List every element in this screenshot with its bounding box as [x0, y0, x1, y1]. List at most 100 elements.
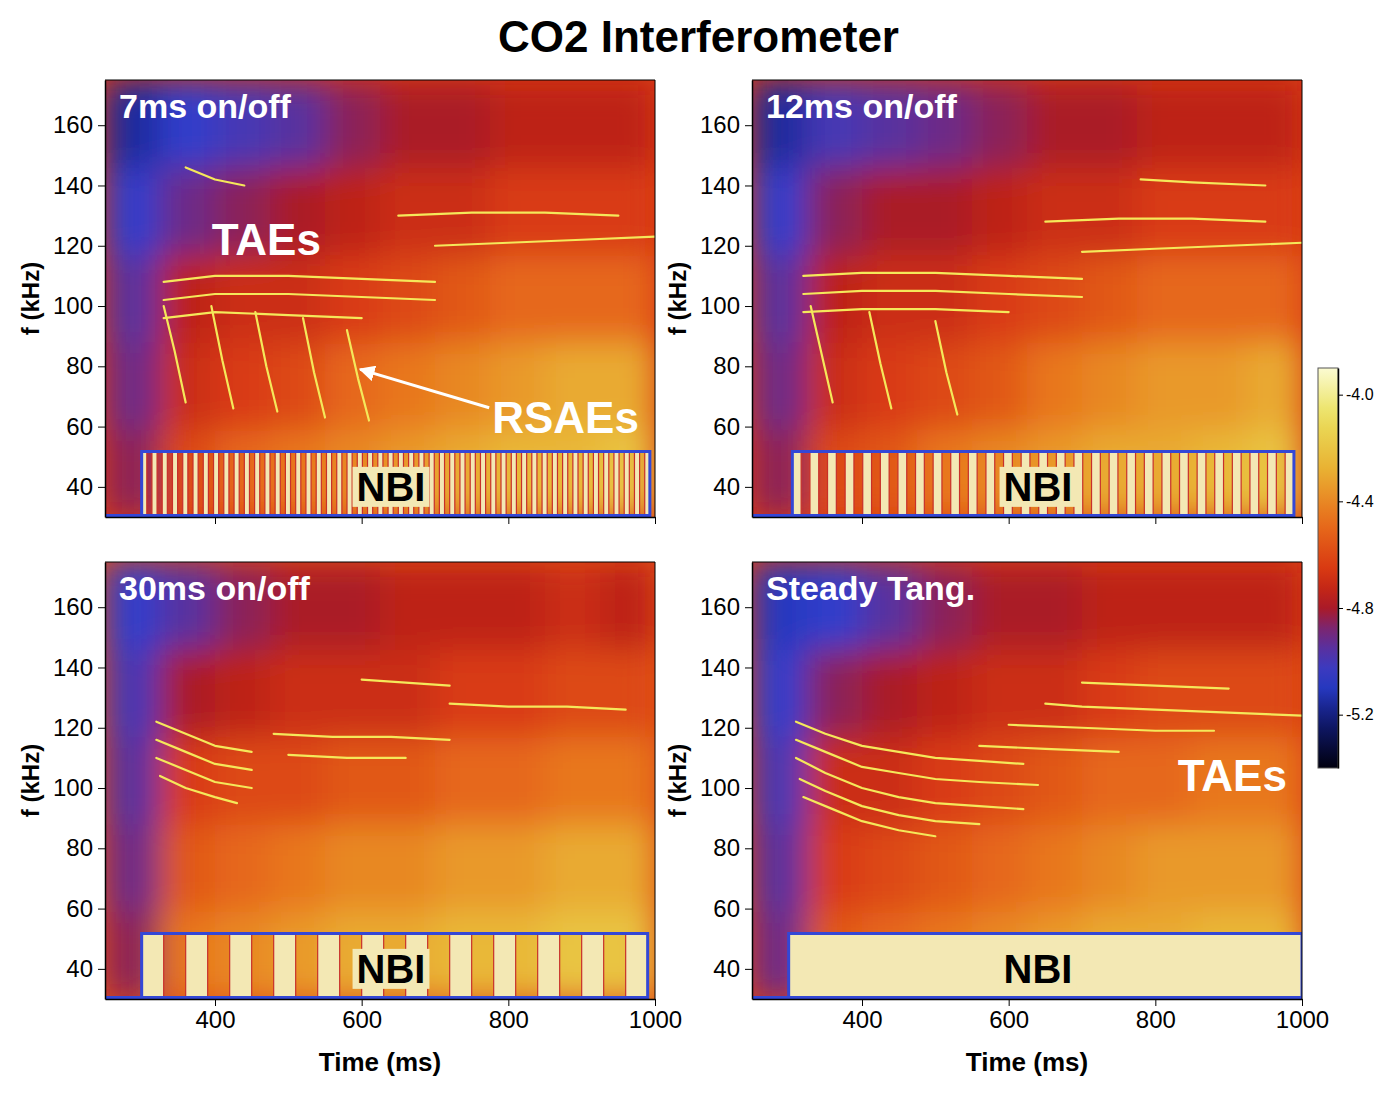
annotation: NBI [1004, 465, 1073, 509]
nbi-waveform [105, 451, 650, 517]
tick-mark [98, 185, 105, 186]
mode-trace [800, 779, 980, 824]
heat-map [752, 80, 1302, 517]
tick: 1000 [1276, 999, 1329, 1033]
tick: 40 [66, 955, 105, 982]
figure: CO2 Interferometer406080100120140160f (k… [0, 0, 1397, 1094]
heat-cell [752, 255, 808, 343]
tick [655, 517, 656, 524]
nbi-pulse [1197, 451, 1206, 517]
heat-cell [1137, 430, 1193, 517]
nbi-pulse [968, 451, 977, 517]
heat-cell [807, 342, 863, 430]
heat-cell [600, 824, 655, 912]
nbi-pulse [538, 933, 560, 999]
tick-mark [98, 487, 105, 488]
heat-cell [1027, 80, 1083, 168]
y-axis-title: f (kHz) [17, 262, 44, 335]
nbi-pulse [916, 451, 925, 517]
mode-trace [164, 276, 435, 282]
heat-cell [1247, 824, 1302, 912]
heat-cell [972, 80, 1028, 168]
tick-label: 160 [700, 111, 740, 138]
tick-mark [98, 427, 105, 428]
heat-cell [1247, 80, 1302, 168]
tick-label: 140 [700, 172, 740, 199]
tick-label: 40 [66, 473, 93, 500]
heat-cell [380, 824, 436, 912]
tick-mark [215, 999, 216, 1006]
tick-label: 120 [53, 232, 93, 259]
heat-cell [160, 912, 216, 999]
mode-trace [303, 318, 325, 417]
tick-mark [98, 125, 105, 126]
plot-frame [105, 80, 655, 517]
nbi-pulse [624, 451, 629, 517]
tick-mark [1009, 999, 1010, 1006]
mode-trace [803, 291, 1082, 297]
heat-cell [160, 824, 216, 912]
heat-cell [215, 912, 271, 999]
mode-trace [869, 312, 891, 408]
tick: 60 [66, 413, 105, 440]
plot-area [105, 562, 655, 999]
tick-mark [745, 366, 752, 367]
annotation: NBI [357, 465, 426, 509]
plot-area [752, 80, 1302, 517]
tick-mark [98, 366, 105, 367]
tick-label: 60 [713, 895, 740, 922]
tick-label: 80 [713, 352, 740, 379]
heat-cell [1082, 80, 1138, 168]
mode-trace [450, 704, 626, 710]
panel: 406080100120140160f (kHz)7ms on/offTAEsR… [17, 80, 656, 524]
axis-line [753, 517, 1303, 519]
heat-cell [1082, 430, 1138, 517]
tick: 60 [713, 413, 752, 440]
tick: 140 [53, 172, 105, 199]
tick: 140 [700, 654, 752, 681]
nbi-pulse [1268, 451, 1277, 517]
panel-title: 30ms on/off [119, 569, 310, 607]
tick: 160 [53, 111, 105, 138]
heat-cell [545, 824, 601, 912]
tick-mark [98, 306, 105, 307]
tick: 120 [700, 714, 752, 741]
tick-label: -4.4 [1346, 493, 1374, 510]
chart-svg: CO2 Interferometer406080100120140160f (k… [0, 0, 1397, 1094]
tick: 120 [53, 714, 105, 741]
axis-line [106, 517, 656, 519]
heat-cell [1192, 167, 1248, 255]
tick-mark [1155, 999, 1156, 1006]
tick-label: 100 [53, 292, 93, 319]
tick-mark [1338, 715, 1343, 716]
mode-trace [803, 273, 1082, 279]
tick-label: 140 [53, 172, 93, 199]
heat-cell [380, 562, 436, 650]
heat-cell [1247, 562, 1302, 650]
mode-trace [211, 306, 233, 408]
heat-cell [380, 167, 436, 255]
tick: -4.8 [1338, 600, 1374, 617]
heat-cell [215, 649, 271, 737]
nbi-pulse [532, 451, 537, 517]
y-axis-title: f (kHz) [664, 262, 691, 335]
mode-trace [435, 237, 655, 246]
tick-mark [745, 427, 752, 428]
y-axis: 406080100120140160 [700, 81, 753, 518]
heat-cell [600, 167, 655, 255]
tick: 100 [53, 774, 105, 801]
tick-mark [508, 999, 509, 1006]
heat-cell [435, 255, 491, 343]
tick-label: 800 [1136, 1006, 1176, 1033]
tick-label: 60 [713, 413, 740, 440]
heat-cell [435, 80, 491, 168]
tick-mark [98, 728, 105, 729]
tick: 140 [53, 654, 105, 681]
nbi-pulse [347, 451, 352, 517]
heat-cell [1082, 342, 1138, 430]
nbi-pulse [480, 451, 485, 517]
heat-cell [490, 80, 546, 168]
tick-mark [1338, 395, 1343, 396]
tick [1009, 517, 1010, 524]
tick-mark [745, 667, 752, 668]
